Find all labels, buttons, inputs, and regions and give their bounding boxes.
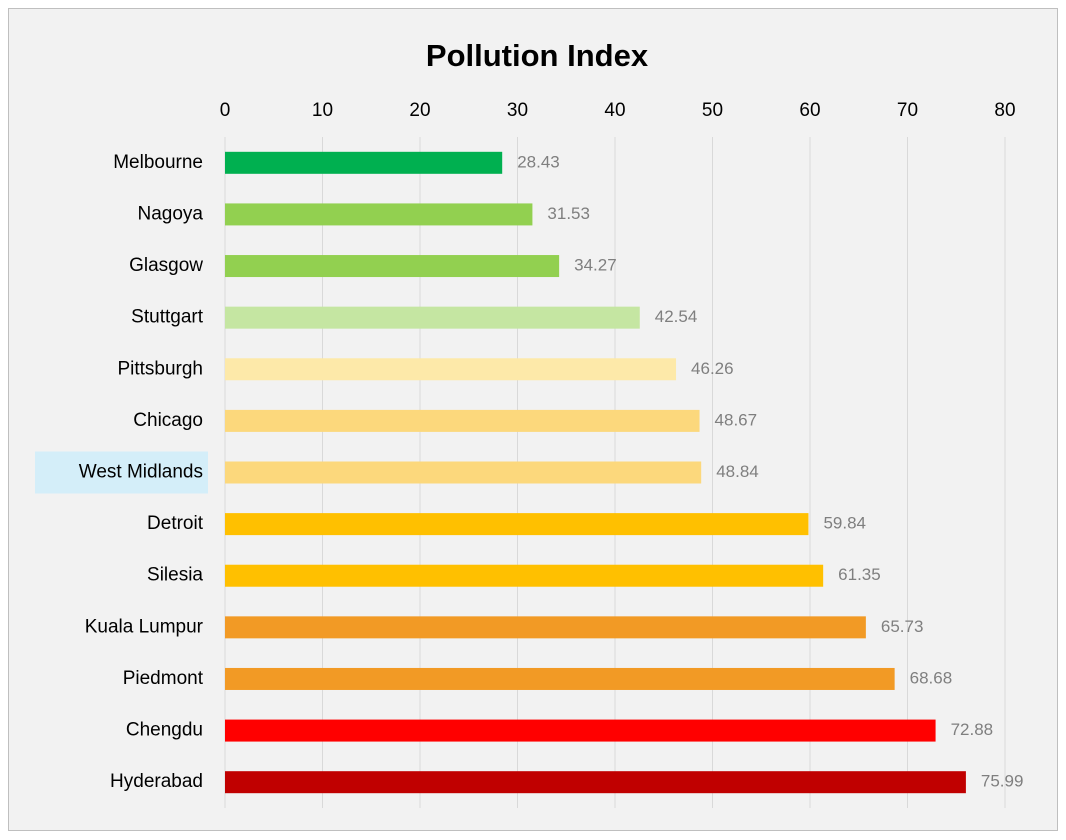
x-tick-label: 50	[702, 100, 723, 121]
bar	[225, 771, 966, 794]
bar	[225, 616, 866, 639]
data-label: 42.54	[655, 307, 698, 326]
data-label: 68.68	[910, 668, 953, 687]
bar	[225, 306, 640, 329]
x-tick-label: 0	[220, 100, 231, 121]
x-tick-label: 80	[994, 100, 1015, 121]
data-label: 28.43	[517, 152, 560, 171]
x-tick-label: 40	[604, 100, 625, 121]
y-tick-label: Silesia	[147, 565, 203, 586]
x-tick-label: 20	[409, 100, 430, 121]
y-tick-label: West Midlands	[79, 462, 203, 483]
bar	[225, 719, 936, 742]
bar	[225, 409, 700, 432]
chart-title: Pollution Index	[426, 38, 649, 73]
y-tick-label: Detroit	[147, 513, 204, 534]
bar	[225, 358, 677, 381]
x-tick-label: 10	[312, 100, 333, 121]
data-label: 46.26	[691, 359, 734, 378]
data-label: 75.99	[981, 772, 1024, 791]
data-label: 72.88	[951, 720, 994, 739]
data-label: 65.73	[881, 617, 924, 636]
data-label: 59.84	[823, 514, 866, 533]
bar	[225, 151, 503, 174]
y-tick-label: Melbourne	[113, 152, 203, 173]
x-tick-label: 30	[507, 100, 528, 121]
y-tick-label: Pittsburgh	[117, 358, 203, 379]
bar	[225, 513, 809, 536]
data-label: 48.84	[716, 462, 759, 481]
bar	[225, 564, 824, 587]
label-highlight	[35, 451, 208, 494]
data-label: 61.35	[838, 565, 881, 584]
bar	[225, 203, 533, 226]
bar	[225, 255, 560, 278]
y-tick-label: Stuttgart	[131, 307, 204, 328]
x-tick-label: 60	[799, 100, 820, 121]
y-tick-label: Chicago	[133, 410, 203, 431]
x-tick-label: 70	[897, 100, 918, 121]
bar	[225, 461, 702, 484]
y-tick-label: Hyderabad	[110, 771, 203, 792]
y-tick-label: Chengdu	[126, 720, 203, 741]
data-label: 48.67	[715, 410, 758, 429]
bar	[225, 667, 895, 690]
y-tick-label: Glasgow	[129, 255, 203, 276]
y-tick-label: Kuala Lumpur	[85, 616, 204, 637]
y-tick-label: Nagoya	[138, 203, 204, 224]
data-label: 34.27	[574, 256, 617, 275]
y-tick-label: Piedmont	[123, 668, 204, 689]
data-label: 31.53	[547, 204, 590, 223]
